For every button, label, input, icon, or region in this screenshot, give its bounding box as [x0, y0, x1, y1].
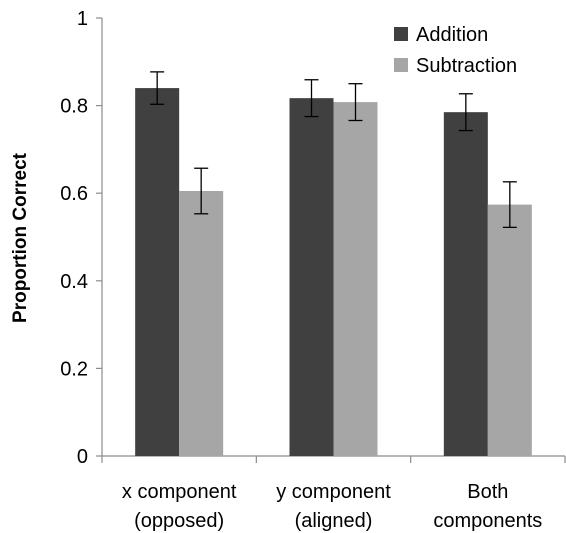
x-tick-label: (opposed) [134, 510, 224, 532]
x-tick-label: y component [276, 481, 391, 503]
x-tick-label: x component [122, 481, 237, 503]
y-tick-label: 0.6 [60, 183, 88, 205]
y-tick-label: 0.2 [60, 358, 88, 380]
legend-label: Subtraction [416, 55, 517, 77]
axes: 0 0.2 0.4 0.6 0.8 1 x component (opposed) y comp… [60, 8, 566, 532]
bars [135, 88, 532, 457]
legend-label: Addition [416, 24, 488, 46]
bar-subtraction [333, 102, 378, 456]
bar-addition [289, 98, 334, 457]
x-tick-label: (aligned) [295, 510, 373, 532]
bar-subtraction [179, 191, 224, 456]
bar-addition [135, 88, 180, 456]
legend: Addition Subtraction [394, 24, 517, 77]
bar-subtraction [487, 204, 532, 456]
legend-swatch-addition [394, 27, 408, 41]
y-tick-label: 1 [77, 8, 88, 30]
y-axis-label: Proportion Correct [10, 152, 31, 323]
x-tick-label: Both [467, 481, 508, 503]
y-tick-label: 0 [77, 446, 88, 468]
error-bars [150, 71, 517, 229]
legend-swatch-subtraction [394, 58, 408, 72]
y-tick-label: 0.4 [60, 271, 88, 293]
y-tick-label: 0.8 [60, 96, 88, 118]
bar-addition [443, 112, 488, 457]
x-tick-label: components [433, 510, 542, 532]
